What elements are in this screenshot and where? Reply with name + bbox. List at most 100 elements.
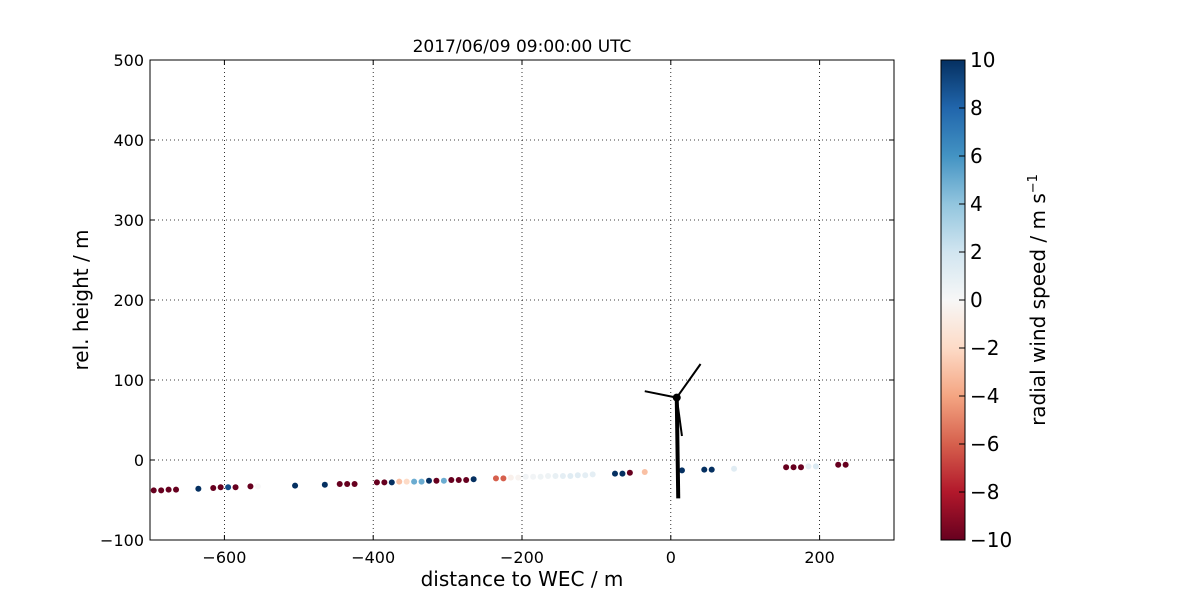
scatter-point bbox=[574, 472, 581, 479]
y-tick-label: 100 bbox=[113, 371, 144, 390]
scatter-point bbox=[403, 478, 410, 485]
scatter-point bbox=[500, 475, 507, 482]
scatter-point bbox=[641, 469, 648, 475]
y-tick-label: 500 bbox=[113, 51, 144, 70]
colorbar-tick-label: −8 bbox=[970, 480, 999, 504]
scatter-point bbox=[173, 486, 180, 493]
chart-title: 2017/06/09 09:00:00 UTC bbox=[413, 37, 632, 57]
scatter-points bbox=[150, 461, 849, 494]
scatter-point bbox=[321, 481, 328, 488]
scatter-point bbox=[195, 485, 202, 492]
scatter-point bbox=[522, 473, 529, 480]
scatter-point bbox=[708, 466, 715, 473]
x-tick-label: −600 bbox=[202, 548, 246, 567]
scatter-point bbox=[217, 484, 224, 491]
turbine-blade bbox=[675, 363, 702, 399]
colorbar-title: radial wind speed / m s−1 bbox=[1026, 174, 1050, 426]
scatter-point bbox=[731, 465, 738, 472]
scatter-point bbox=[158, 487, 165, 494]
turbine-hub bbox=[672, 393, 681, 402]
scatter-point bbox=[455, 477, 462, 483]
colorbar-tick-label: 8 bbox=[970, 96, 983, 120]
colorbar-tick-label: 0 bbox=[970, 288, 983, 312]
y-tick-label: 300 bbox=[113, 211, 144, 230]
colorbar-tick-label: 4 bbox=[970, 192, 983, 216]
x-axis: −600 −400 −200 0 200 bbox=[202, 60, 835, 567]
colorbar-axis: −10 −8 −6 −4 −2 0 2 4 6 8 10 bbox=[959, 48, 1012, 552]
scatter-point bbox=[165, 486, 172, 493]
wind-turbine-icon bbox=[644, 363, 702, 499]
x-tick-label: −400 bbox=[351, 548, 395, 567]
scatter-point bbox=[545, 473, 552, 479]
scatter-point bbox=[336, 481, 343, 487]
scatter-point bbox=[373, 479, 380, 486]
x-tick-label: −200 bbox=[500, 548, 544, 567]
scatter-point bbox=[589, 471, 596, 478]
colorbar-tick-label: 6 bbox=[970, 144, 983, 168]
scatter-point bbox=[515, 474, 522, 481]
scatter-point bbox=[388, 479, 395, 486]
y-tick-label: −100 bbox=[100, 531, 144, 550]
colorbar-tick-label: −10 bbox=[970, 528, 1012, 552]
scatter-point bbox=[254, 483, 261, 490]
scatter-point bbox=[582, 472, 589, 479]
colorbar-tick-label: 2 bbox=[970, 240, 983, 264]
colorbar-tick-label: −4 bbox=[970, 384, 999, 408]
grid-lines bbox=[150, 59, 894, 541]
scatter-point bbox=[783, 464, 790, 471]
turbine-tower bbox=[674, 397, 681, 499]
scatter-point bbox=[351, 481, 358, 487]
scatter-point bbox=[701, 466, 708, 473]
scatter-point bbox=[812, 463, 819, 470]
scatter-point bbox=[790, 464, 797, 471]
scatter-point bbox=[433, 477, 440, 484]
scatter-point bbox=[232, 484, 239, 491]
colorbar-title-main: radial wind speed / m s bbox=[1026, 193, 1050, 426]
scatter-point bbox=[225, 484, 232, 491]
scatter-point bbox=[470, 476, 477, 483]
scatter-point bbox=[530, 473, 537, 480]
colorbar-tick-label: 10 bbox=[970, 48, 995, 72]
scatter-point bbox=[537, 473, 544, 480]
turbine-blade bbox=[644, 390, 677, 399]
scatter-point bbox=[247, 483, 254, 490]
scatter-point bbox=[626, 469, 633, 476]
scatter-point bbox=[150, 487, 157, 494]
scatter-point bbox=[418, 478, 425, 485]
scatter-point bbox=[396, 478, 403, 485]
scatter-point bbox=[552, 473, 559, 479]
scatter-point bbox=[612, 470, 618, 477]
scatter-point bbox=[448, 477, 455, 483]
colorbar-tick-label: −2 bbox=[970, 336, 999, 360]
y-axis-title: rel. height / m bbox=[69, 229, 93, 370]
scatter-point bbox=[507, 474, 514, 481]
scatter-point bbox=[440, 477, 447, 484]
colorbar-title-exponent: −1 bbox=[1026, 174, 1041, 193]
colorbar-tick-label: −6 bbox=[970, 432, 999, 456]
scatter-point bbox=[835, 461, 842, 468]
turbine-blade bbox=[675, 397, 683, 437]
y-tick-label: 400 bbox=[113, 131, 144, 150]
scatter-point bbox=[619, 470, 626, 477]
scatter-point bbox=[463, 477, 470, 483]
scatter-point bbox=[842, 461, 849, 468]
x-tick-label: 200 bbox=[804, 548, 835, 567]
scatter-point bbox=[567, 473, 574, 479]
scatter-point bbox=[426, 477, 432, 484]
scatter-point bbox=[678, 467, 685, 474]
y-tick-label: 0 bbox=[134, 451, 144, 470]
y-axis: −100 0 100 200 300 400 500 bbox=[100, 51, 894, 550]
x-axis-title: distance to WEC / m bbox=[421, 567, 624, 591]
y-tick-label: 200 bbox=[113, 291, 144, 310]
scatter-point bbox=[492, 475, 499, 482]
scatter-point bbox=[344, 481, 351, 487]
scatter-point bbox=[798, 464, 804, 471]
scatter-point bbox=[381, 479, 388, 486]
x-tick-label: 0 bbox=[666, 548, 676, 567]
scatter-point bbox=[805, 463, 812, 470]
scatter-point bbox=[411, 478, 418, 485]
scatter-point bbox=[559, 473, 566, 479]
scatter-point bbox=[210, 485, 217, 491]
scatter-point bbox=[292, 482, 299, 489]
